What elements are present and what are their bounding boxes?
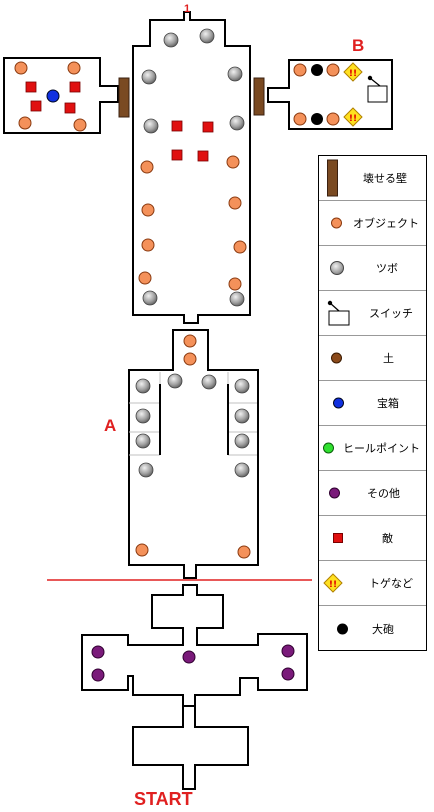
spike-traps[interactable]: !! !!: [343, 62, 363, 127]
legend-label: ヒールポイント: [343, 442, 420, 455]
entrance-hall: [81, 584, 308, 707]
legend-label: トゲなど: [369, 577, 413, 590]
heal-point-icon: [323, 442, 334, 454]
legend-row-cannon: 大砲: [319, 606, 426, 651]
legend-row-treasure: 宝箱: [319, 381, 426, 426]
breakable-wall[interactable]: [118, 77, 130, 118]
other-icon: [329, 487, 340, 499]
legend-row-spike: !! トゲなど: [319, 561, 426, 606]
room-a-label: A: [104, 416, 117, 435]
legend-row-breakable-wall: 壊せる壁: [319, 156, 426, 201]
legend-row-switch: スイッチ: [319, 291, 426, 336]
legend-label: 土: [383, 352, 394, 365]
start-label: START: [134, 789, 193, 809]
objects[interactable]: [14, 61, 307, 559]
legend-row-heal-point: ヒールポイント: [319, 426, 426, 471]
legend-label: ツボ: [376, 262, 398, 275]
switch-icon: [327, 300, 350, 326]
legend: 壊せる壁 オブジェクト ツボ スイッチ 土 宝箱 ヒールポイント その他 敵: [318, 155, 427, 651]
top-marker-label: 1: [184, 3, 191, 15]
room-b-label: B: [352, 36, 365, 55]
room-a: [128, 329, 259, 579]
legend-row-soil: 土: [319, 336, 426, 381]
legend-label: 壊せる壁: [363, 172, 407, 185]
enemies[interactable]: [25, 81, 214, 162]
legend-label: 宝箱: [377, 397, 399, 410]
breakable-wall[interactable]: [253, 77, 265, 116]
cannon-icon: [337, 623, 348, 634]
legend-label: 大砲: [372, 622, 394, 636]
switch[interactable]: [367, 75, 388, 103]
legend-row-enemy: 敵: [319, 516, 426, 561]
treasure-chest[interactable]: [46, 89, 60, 103]
breakable-wall-icon: [327, 159, 338, 197]
left-room: [3, 57, 119, 134]
start-room: [132, 705, 249, 790]
legend-row-pot: ツボ: [319, 246, 426, 291]
legend-label: その他: [367, 487, 400, 500]
cannons[interactable]: [311, 64, 323, 125]
pot-icon: [330, 261, 344, 275]
treasure-icon: [333, 397, 344, 409]
legend-label: オブジェクト: [353, 217, 419, 230]
legend-row-other: その他: [319, 471, 426, 516]
top-room: [132, 11, 251, 324]
legend-label: 敵: [382, 532, 393, 545]
legend-label: スイッチ: [369, 307, 413, 320]
object-icon: [331, 217, 342, 229]
svg-text:!!: !!: [329, 580, 337, 590]
legend-row-object: オブジェクト: [319, 201, 426, 246]
svg-text:!!: !!: [349, 114, 357, 124]
other-items[interactable]: [91, 644, 295, 682]
svg-text:!!: !!: [349, 69, 357, 79]
right-room: [267, 59, 393, 130]
enemy-icon: [333, 533, 343, 543]
objects[interactable]: [326, 63, 340, 126]
spike-icon: !!: [323, 573, 343, 593]
soil-icon: [331, 352, 342, 364]
